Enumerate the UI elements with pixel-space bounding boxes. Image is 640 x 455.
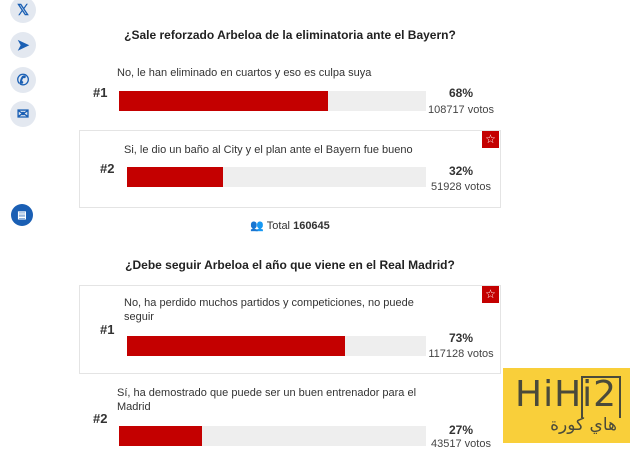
- vote-bar[interactable]: [119, 426, 426, 446]
- vote-bar-fill: [119, 91, 328, 111]
- x-icon[interactable]: 𝕏: [10, 0, 36, 23]
- logo-arabic: هاي كورة: [550, 415, 617, 435]
- vote-bar-fill: [119, 426, 202, 446]
- whatsapp-icon[interactable]: ✆: [10, 67, 36, 93]
- option-rank: #2: [93, 411, 108, 426]
- option-text: No, ha perdido muchos partidos y competi…: [124, 297, 414, 323]
- logo-frame: [581, 376, 621, 418]
- option-votes: 51928 votos: [431, 181, 491, 193]
- option-percent: 73%: [448, 331, 474, 345]
- poll-total: 👥 Total 160645: [200, 219, 380, 232]
- option-votes: 108717 votos: [427, 104, 495, 116]
- logo-text: HiHi2: [515, 374, 618, 415]
- option-text: Sí, ha demostrado que puede ser un buen …: [117, 387, 417, 413]
- vote-bar[interactable]: [127, 167, 426, 187]
- option-votes: 117128 votos: [428, 348, 494, 360]
- email-icon[interactable]: ✉: [10, 101, 36, 127]
- option-rank: #1: [100, 322, 115, 337]
- telegram-icon[interactable]: ➤: [10, 32, 36, 58]
- vote-bar[interactable]: [127, 336, 426, 356]
- option-percent: 27%: [448, 423, 474, 437]
- comments-icon[interactable]: ▤: [11, 204, 33, 226]
- total-value: 160645: [293, 220, 330, 232]
- star-icon: ☆: [482, 131, 499, 148]
- vote-bar-fill: [127, 167, 223, 187]
- vote-bar[interactable]: [119, 91, 426, 111]
- hihi2-logo: HiHi2 هاي كورة: [503, 368, 630, 443]
- option-percent: 68%: [448, 86, 474, 100]
- option-percent: 32%: [448, 164, 474, 178]
- option-votes: 43517 votos: [431, 438, 491, 450]
- star-icon: ☆: [482, 286, 499, 303]
- option-text: Si, le dio un baño al City y el plan ant…: [124, 144, 413, 156]
- users-icon: 👥: [250, 220, 264, 232]
- option-rank: #1: [93, 85, 108, 100]
- poll-question: ¿Debe seguir Arbeloa el año que viene en…: [125, 258, 455, 272]
- total-label: Total: [266, 220, 291, 232]
- option-text: No, le han eliminado en cuartos y eso es…: [117, 67, 372, 79]
- poll-question: ¿Sale reforzado Arbeloa de la eliminator…: [124, 28, 456, 42]
- vote-bar-fill: [127, 336, 346, 356]
- poll-option-selected[interactable]: [79, 285, 501, 374]
- option-rank: #2: [100, 161, 115, 176]
